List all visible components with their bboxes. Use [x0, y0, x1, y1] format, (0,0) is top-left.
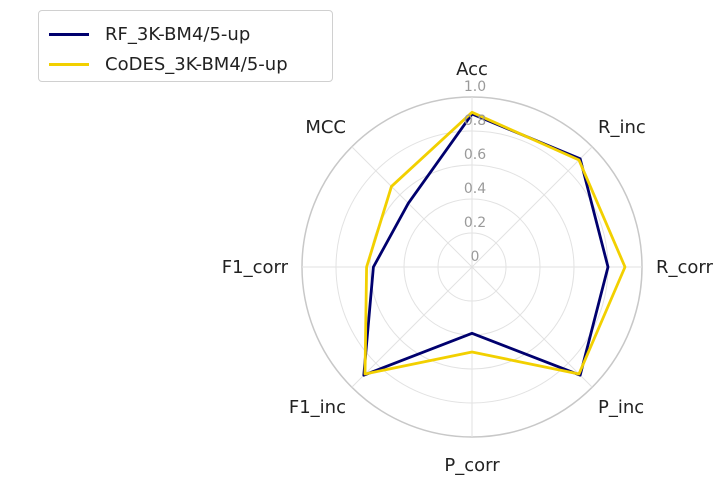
legend-item-rf: RF_3K-BM4/5-up — [49, 21, 250, 47]
radial-tick-label: 0.2 — [464, 215, 486, 231]
legend-item-codes: CoDES_3K-BM4/5-up — [49, 51, 288, 77]
grid-spoke-7 — [351, 146, 473, 268]
axis-label-r-corr: R_corr — [656, 257, 714, 278]
grid-spoke-5 — [351, 266, 473, 388]
axis-label-p-inc: P_inc — [598, 397, 644, 418]
legend-swatch-codes — [49, 62, 89, 66]
radial-tick-label: 0.6 — [464, 147, 486, 163]
series-line-rf — [362, 112, 610, 377]
series-line-codes — [363, 110, 627, 376]
radial-tick-label: 0 — [471, 249, 480, 265]
axis-label-r-inc: R_inc — [598, 117, 646, 138]
radar-series — [362, 110, 627, 377]
axis-label-acc: Acc — [456, 59, 488, 80]
axis-label-mcc: MCC — [305, 117, 346, 138]
legend: RF_3K-BM4/5-up CoDES_3K-BM4/5-up — [38, 10, 333, 82]
radial-tick-label: 0.4 — [464, 181, 486, 197]
grid-spoke-3 — [471, 266, 593, 388]
axis-label-f1-corr: F1_corr — [222, 257, 289, 278]
grid-spoke-1 — [471, 146, 593, 268]
radial-tick-label: 1.0 — [464, 79, 486, 95]
legend-label-codes: CoDES_3K-BM4/5-up — [105, 53, 288, 75]
legend-label-rf: RF_3K-BM4/5-up — [105, 23, 251, 45]
radial-tick-label: 0.8 — [464, 113, 486, 129]
axis-label-p-corr: P_corr — [444, 455, 500, 476]
legend-swatch-rf — [49, 32, 89, 36]
axis-label-f1-inc: F1_inc — [289, 397, 346, 418]
